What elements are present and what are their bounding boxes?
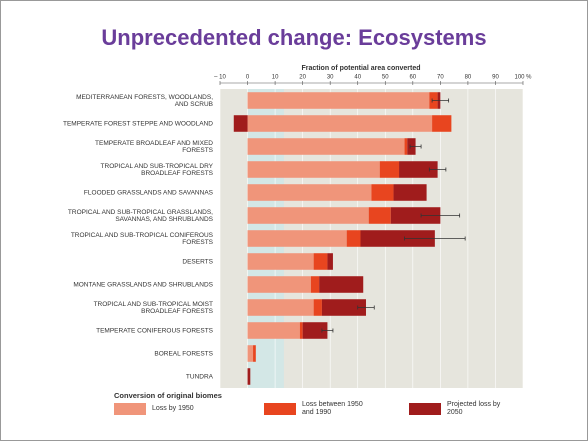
error-bar xyxy=(404,236,466,241)
bar-segment xyxy=(299,322,303,339)
bar-segment xyxy=(247,115,433,132)
y-tick-label: TEMPERATE CONIFEROUS FORESTS xyxy=(96,327,213,334)
y-tick-label: FLOODED GRASSLANDS AND SAVANNAS xyxy=(83,189,213,196)
bar-segment xyxy=(379,161,400,178)
bar-segment xyxy=(346,230,361,247)
bar-segment xyxy=(253,345,256,362)
error-bar xyxy=(321,328,334,333)
x-tick-label: 30 xyxy=(327,75,334,81)
y-tick-label: TEMPERATE FOREST STEPPE AND WOODLAND xyxy=(63,120,214,127)
y-tick-label: MEDITERRANEAN FORESTS, WOODLANDS, AND SC… xyxy=(76,93,213,108)
x-tick-label: 40 xyxy=(354,75,361,81)
y-tick-label: DESERTS xyxy=(182,258,213,265)
bar-segment xyxy=(399,161,438,178)
y-tick-label: TROPICAL AND SUB-TROPICAL MOIST BROADLEA… xyxy=(93,300,213,315)
bar-segment xyxy=(233,115,248,132)
x-tick-label: – 10 xyxy=(214,75,226,81)
x-tick-label: 20 xyxy=(299,75,306,81)
x-axis-title: Fraction of potential area converted xyxy=(301,65,420,72)
x-tick-label: 90 xyxy=(492,75,499,81)
bar-segment xyxy=(247,92,430,109)
bar-segment xyxy=(368,207,391,224)
legend-label: Projected loss by 2050 xyxy=(447,401,501,416)
error-bar xyxy=(357,305,375,310)
bar-segment xyxy=(247,322,300,339)
error-bar xyxy=(431,98,450,103)
bar-segment xyxy=(247,253,314,270)
legend-swatch xyxy=(114,403,146,415)
legend-swatch xyxy=(264,403,296,415)
legend-label: Loss between 1950 and 1990 xyxy=(302,401,363,416)
bar-segment xyxy=(393,184,427,201)
x-tick-label: 70 xyxy=(437,75,444,81)
x-tick-label: 100 % xyxy=(514,75,532,81)
bar-segment xyxy=(247,207,369,224)
bar-segment xyxy=(404,138,408,155)
y-tick-label: TROPICAL AND SUB-TROPICAL CONIFEROUS FOR… xyxy=(70,231,213,246)
bar-segment xyxy=(247,184,372,201)
bar-segment xyxy=(247,345,254,362)
bar-segment xyxy=(247,276,311,293)
y-tick-label: TUNDRA xyxy=(185,373,213,380)
bar-segment xyxy=(302,322,328,339)
y-tick-label: TROPICAL AND SUB-TROPICAL DRY BROADLEAF … xyxy=(100,162,213,177)
bar-segment xyxy=(327,253,333,270)
x-tick-label: 10 xyxy=(272,75,279,81)
legend-title: Conversion of original biomes xyxy=(114,391,222,400)
legend-label: Loss by 1950 xyxy=(152,405,194,412)
bar-segment xyxy=(313,299,322,316)
bar-segment xyxy=(432,115,452,132)
y-tick-label: TEMPERATE BROADLEAF AND MIXED FORESTS xyxy=(95,139,213,154)
chart-title: Unprecedented change: Ecosystems xyxy=(101,25,486,50)
x-tick-label: 80 xyxy=(465,75,472,81)
x-tick-label: 0 xyxy=(246,75,250,81)
bar-segment xyxy=(360,230,435,247)
bar-segment xyxy=(310,276,320,293)
bar-segment xyxy=(390,207,441,224)
bar-segment xyxy=(247,368,251,385)
x-tick-label: 60 xyxy=(409,75,416,81)
x-tick-label: 50 xyxy=(382,75,389,81)
y-tick-label: TROPICAL AND SUB-TROPICAL GRASSLANDS, SA… xyxy=(67,208,213,223)
error-bar xyxy=(428,167,447,172)
bar-segment xyxy=(247,299,314,316)
bar-segment xyxy=(247,230,347,247)
bar-segment xyxy=(247,161,380,178)
bar-segment xyxy=(371,184,394,201)
bar-segment xyxy=(313,253,328,270)
bar-segment xyxy=(319,276,364,293)
y-tick-label: BOREAL FORESTS xyxy=(154,350,213,357)
error-bar xyxy=(420,213,461,218)
y-tick-label: MONTANE GRASSLANDS AND SHRUBLANDS xyxy=(73,281,213,288)
bar-segment xyxy=(247,138,405,155)
error-bar xyxy=(409,144,422,149)
legend-swatch xyxy=(409,403,441,415)
bar-segment xyxy=(321,299,366,316)
